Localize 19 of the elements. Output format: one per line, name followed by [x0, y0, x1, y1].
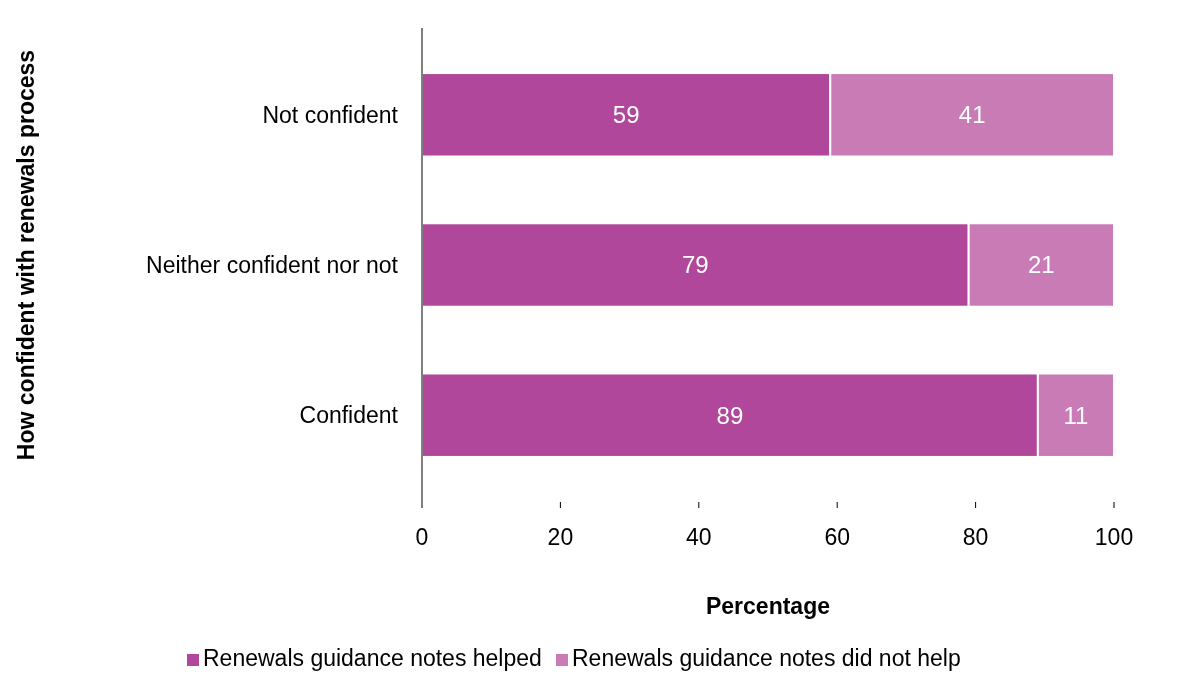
data-label: 11	[1063, 401, 1089, 429]
data-label: 21	[1027, 251, 1055, 279]
legend-label: Renewals guidance notes did not help	[572, 645, 961, 671]
x-tick-label: 80	[962, 524, 989, 550]
data-label: 59	[612, 101, 640, 129]
data-label: 79	[681, 251, 709, 279]
y-tick-label: Neither confident nor not	[146, 252, 399, 279]
data-label: 41	[958, 101, 986, 129]
y-axis-title: How confident with renewals process	[13, 49, 39, 461]
x-tick-label: 0	[415, 524, 429, 550]
x-tick-label: 100	[1094, 524, 1134, 550]
x-tick-label: 20	[547, 524, 574, 550]
y-tick-label: Not confident	[262, 101, 399, 128]
x-axis-title: Percentage	[705, 593, 831, 619]
legend-label: Renewals guidance notes helped	[203, 645, 542, 671]
x-tick-label: 60	[824, 524, 850, 550]
data-label: 89	[716, 401, 744, 429]
x-tick-label: 40	[686, 524, 712, 550]
y-tick-label: Confident	[299, 402, 399, 429]
